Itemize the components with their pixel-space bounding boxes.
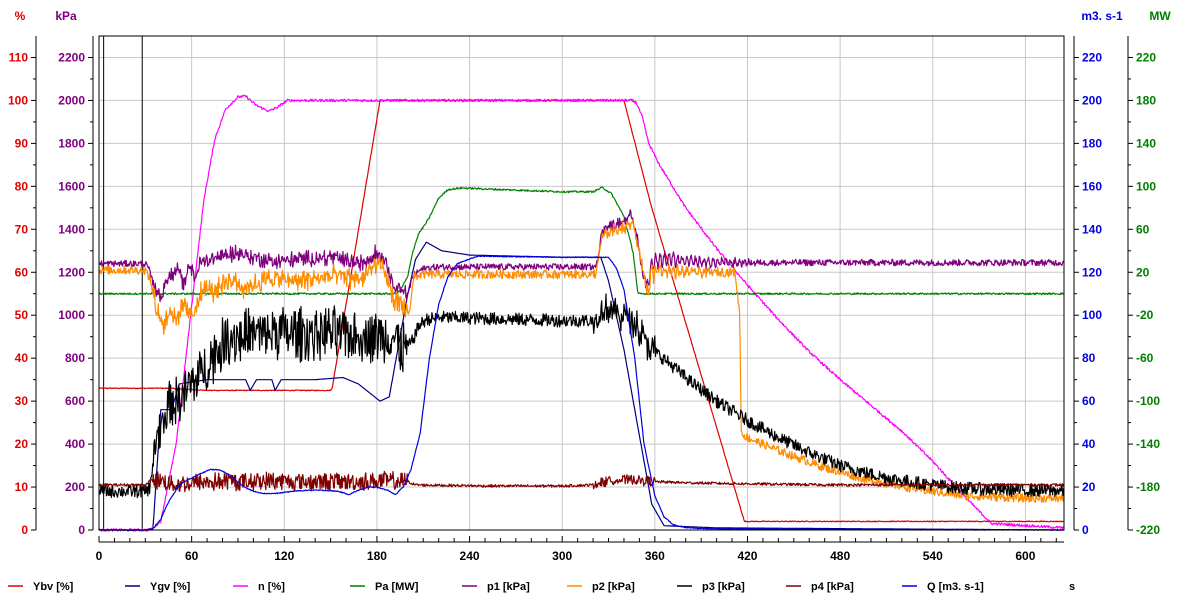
- flow-unit-label: m3. s-1: [1081, 9, 1123, 23]
- mw-tick-label: 180: [1136, 93, 1156, 107]
- kpa-tick-label: 200: [65, 480, 85, 494]
- mw-tick-label: -180: [1136, 480, 1160, 494]
- mw-unit-label: MW: [1149, 9, 1171, 23]
- kpa-unit-label: kPa: [55, 9, 77, 23]
- mw-tick-label: -100: [1136, 394, 1160, 408]
- flow-tick-label: 40: [1082, 437, 1096, 451]
- pct-tick-label: 10: [15, 480, 29, 494]
- kpa-tick-label: 1400: [58, 222, 85, 236]
- vertical-markers: [103, 36, 143, 530]
- kpa-tick-label: 0: [78, 523, 85, 537]
- kpa-tick-label: 1800: [58, 136, 85, 150]
- pct-tick-label: 60: [15, 265, 29, 279]
- pct-tick-label: 30: [15, 394, 29, 408]
- pct-tick-label: 70: [15, 222, 29, 236]
- kpa-tick-label: 600: [65, 394, 85, 408]
- mw-tick-label: 140: [1136, 136, 1156, 150]
- flow-tick-label: 160: [1082, 179, 1102, 193]
- flow-tick-label: 140: [1082, 222, 1102, 236]
- series-line-n: [98, 94, 1064, 532]
- kpa-tick-label: 800: [65, 351, 85, 365]
- x-tick-label: 600: [1015, 549, 1035, 563]
- flow-tick-label: 100: [1082, 308, 1102, 322]
- x-tick-label: 60: [185, 549, 199, 563]
- legend-label: p2 [kPa]: [592, 581, 635, 593]
- mw-tick-label: 60: [1136, 222, 1150, 236]
- flow-tick-label: 180: [1082, 136, 1102, 150]
- pct-unit-label: %: [15, 9, 26, 23]
- series-line-p1: [98, 209, 1064, 303]
- pct-tick-label: 0: [21, 523, 28, 537]
- kpa-tick-label: 1200: [58, 265, 85, 279]
- mw-tick-label: 20: [1136, 265, 1150, 279]
- mw-tick-label: 100: [1136, 179, 1156, 193]
- legend-label: p3 [kPa]: [702, 581, 745, 593]
- legend: Ybv [%] Ygv [%] n [%] Pa [MW] p1 [kPa] p2 [kP…: [8, 581, 1075, 593]
- pct-tick-label: 80: [15, 179, 29, 193]
- flow-tick-label: 200: [1082, 93, 1102, 107]
- pct-tick-label: 100: [8, 93, 28, 107]
- x-tick-label: 360: [645, 549, 665, 563]
- flow-tick-label: 60: [1082, 394, 1096, 408]
- grid: [98, 36, 1064, 531]
- mw-tick-label: -60: [1136, 351, 1154, 365]
- series-lines: [98, 94, 1065, 532]
- legend-label: Ybv [%]: [33, 581, 74, 593]
- pct-tick-label: 40: [15, 351, 29, 365]
- x-tick-label: 0: [96, 549, 103, 563]
- mw-tick-label: -220: [1136, 523, 1160, 537]
- x-tick-label: 420: [737, 549, 757, 563]
- flow-tick-label: 220: [1082, 50, 1102, 64]
- legend-label: p1 [kPa]: [487, 581, 530, 593]
- legend-label: Pa [MW]: [375, 581, 419, 593]
- x-tick-label: 300: [552, 549, 572, 563]
- x-tick-label: 240: [460, 549, 480, 563]
- kpa-tick-label: 2200: [58, 50, 85, 64]
- series-line-pa: [98, 186, 1064, 296]
- pct-tick-label: 90: [15, 136, 29, 150]
- x-tick-label: 480: [830, 549, 850, 563]
- kpa-tick-label: 1000: [58, 308, 85, 322]
- flow-tick-label: 0: [1082, 523, 1089, 537]
- x-tick-label: 180: [367, 549, 387, 563]
- x-unit-label: s: [1069, 581, 1075, 593]
- axes: 0 60 120 180 240 300 360 420 480 540 6000102030405…: [8, 9, 1171, 563]
- mw-tick-label: -140: [1136, 437, 1160, 451]
- flow-tick-label: 120: [1082, 265, 1102, 279]
- pct-tick-label: 110: [9, 50, 29, 64]
- mw-tick-label: -20: [1136, 308, 1154, 322]
- legend-label: n [%]: [258, 581, 285, 593]
- series-line-p4: [98, 470, 1065, 493]
- kpa-tick-label: 1600: [58, 179, 85, 193]
- mw-tick-label: 220: [1136, 50, 1156, 64]
- legend-label: Q [m3. s-1]: [927, 581, 984, 593]
- series-line-p3: [98, 293, 1065, 499]
- pct-tick-label: 20: [15, 437, 29, 451]
- kpa-tick-label: 2000: [58, 93, 85, 107]
- legend-label: p4 [kPa]: [811, 581, 854, 593]
- flow-tick-label: 80: [1082, 351, 1096, 365]
- plot-frame: [98, 35, 1065, 531]
- x-tick-label: 120: [274, 549, 294, 563]
- plot-border: [98, 35, 1065, 531]
- pct-tick-label: 50: [15, 308, 29, 322]
- flow-tick-label: 20: [1082, 480, 1096, 494]
- kpa-tick-label: 400: [65, 437, 85, 451]
- legend-label: Ygv [%]: [150, 581, 191, 593]
- plot-area: [99, 36, 1064, 530]
- x-tick-label: 540: [923, 549, 943, 563]
